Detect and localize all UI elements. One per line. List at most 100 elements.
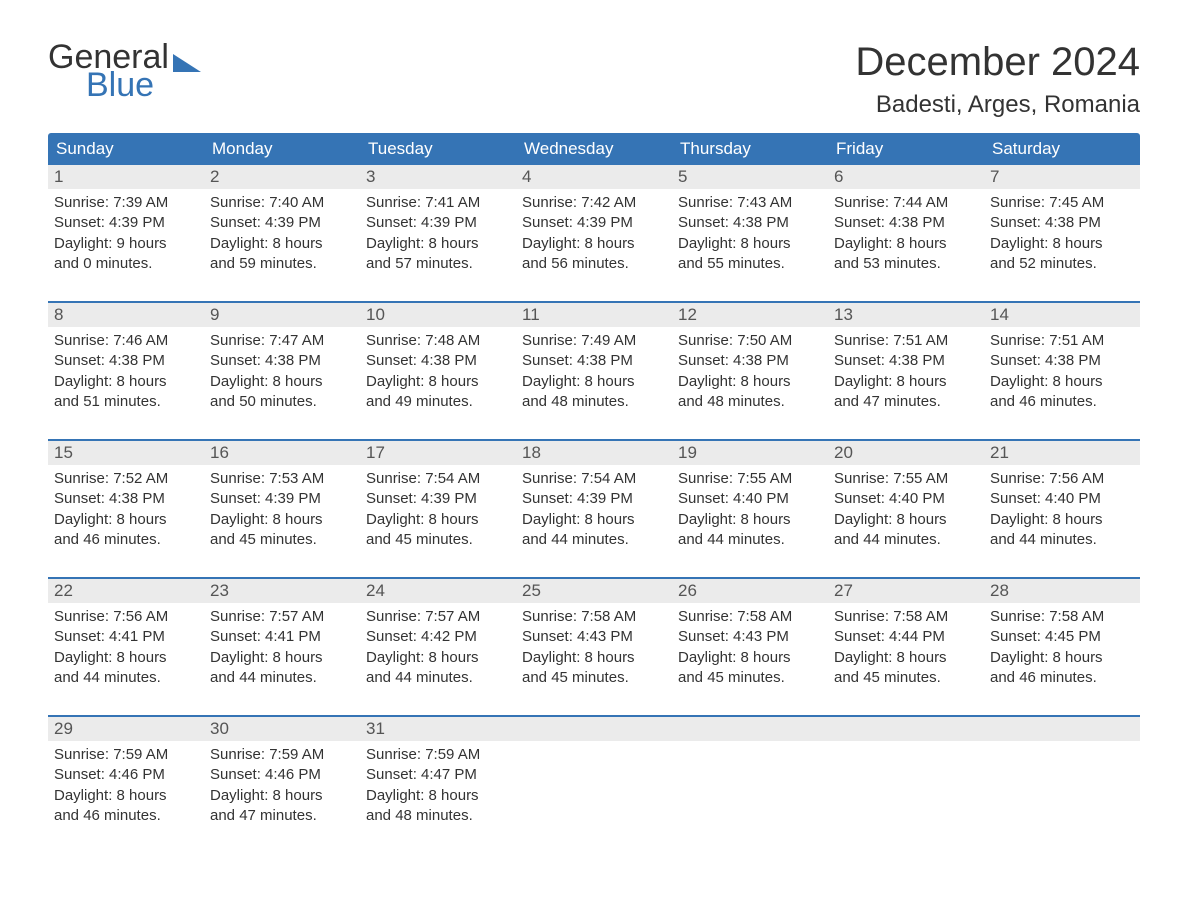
calendar-day: 9Sunrise: 7:47 AMSunset: 4:38 PMDaylight… bbox=[204, 303, 360, 423]
daylight-line1: Daylight: 8 hours bbox=[522, 648, 666, 668]
daylight-line1: Daylight: 8 hours bbox=[990, 648, 1134, 668]
calendar-day: 4Sunrise: 7:42 AMSunset: 4:39 PMDaylight… bbox=[516, 165, 672, 285]
weekday-header: Wednesday bbox=[516, 133, 672, 165]
sunrise-text: Sunrise: 7:58 AM bbox=[834, 607, 978, 627]
daylight-line1: Daylight: 8 hours bbox=[522, 372, 666, 392]
day-number: 5 bbox=[672, 165, 828, 189]
daylight-line1: Daylight: 8 hours bbox=[522, 510, 666, 530]
sunrise-text: Sunrise: 7:39 AM bbox=[54, 193, 198, 213]
calendar-day: 15Sunrise: 7:52 AMSunset: 4:38 PMDayligh… bbox=[48, 441, 204, 561]
daylight-line2: and 45 minutes. bbox=[522, 668, 666, 688]
day-details: Sunrise: 7:45 AMSunset: 4:38 PMDaylight:… bbox=[984, 189, 1140, 274]
day-details: Sunrise: 7:54 AMSunset: 4:39 PMDaylight:… bbox=[360, 465, 516, 550]
daylight-line2: and 52 minutes. bbox=[990, 254, 1134, 274]
sunset-text: Sunset: 4:38 PM bbox=[210, 351, 354, 371]
day-number: 24 bbox=[360, 579, 516, 603]
daylight-line2: and 47 minutes. bbox=[834, 392, 978, 412]
calendar-day: 10Sunrise: 7:48 AMSunset: 4:38 PMDayligh… bbox=[360, 303, 516, 423]
sunrise-text: Sunrise: 7:46 AM bbox=[54, 331, 198, 351]
calendar-week: 29Sunrise: 7:59 AMSunset: 4:46 PMDayligh… bbox=[48, 715, 1140, 837]
calendar-day: 29Sunrise: 7:59 AMSunset: 4:46 PMDayligh… bbox=[48, 717, 204, 837]
sunrise-text: Sunrise: 7:44 AM bbox=[834, 193, 978, 213]
daylight-line2: and 44 minutes. bbox=[990, 530, 1134, 550]
sunrise-text: Sunrise: 7:55 AM bbox=[678, 469, 822, 489]
sunset-text: Sunset: 4:46 PM bbox=[210, 765, 354, 785]
daylight-line1: Daylight: 8 hours bbox=[990, 372, 1134, 392]
daylight-line2: and 48 minutes. bbox=[522, 392, 666, 412]
day-number: 27 bbox=[828, 579, 984, 603]
daylight-line1: Daylight: 8 hours bbox=[678, 372, 822, 392]
sunset-text: Sunset: 4:38 PM bbox=[54, 351, 198, 371]
sunset-text: Sunset: 4:38 PM bbox=[834, 213, 978, 233]
day-number: 2 bbox=[204, 165, 360, 189]
day-details: Sunrise: 7:58 AMSunset: 4:44 PMDaylight:… bbox=[828, 603, 984, 688]
sunset-text: Sunset: 4:38 PM bbox=[678, 213, 822, 233]
day-number: 4 bbox=[516, 165, 672, 189]
day-number bbox=[984, 717, 1140, 741]
weekday-header: Tuesday bbox=[360, 133, 516, 165]
day-number: 15 bbox=[48, 441, 204, 465]
sunrise-text: Sunrise: 7:41 AM bbox=[366, 193, 510, 213]
day-details: Sunrise: 7:46 AMSunset: 4:38 PMDaylight:… bbox=[48, 327, 204, 412]
sunrise-text: Sunrise: 7:45 AM bbox=[990, 193, 1134, 213]
daylight-line2: and 59 minutes. bbox=[210, 254, 354, 274]
day-details: Sunrise: 7:54 AMSunset: 4:39 PMDaylight:… bbox=[516, 465, 672, 550]
sunset-text: Sunset: 4:39 PM bbox=[366, 213, 510, 233]
calendar-day: 17Sunrise: 7:54 AMSunset: 4:39 PMDayligh… bbox=[360, 441, 516, 561]
brand-logo: General Blue bbox=[48, 40, 201, 102]
sunrise-text: Sunrise: 7:55 AM bbox=[834, 469, 978, 489]
day-number: 14 bbox=[984, 303, 1140, 327]
sunset-text: Sunset: 4:40 PM bbox=[990, 489, 1134, 509]
day-number: 23 bbox=[204, 579, 360, 603]
sunset-text: Sunset: 4:45 PM bbox=[990, 627, 1134, 647]
sunrise-text: Sunrise: 7:59 AM bbox=[366, 745, 510, 765]
daylight-line1: Daylight: 8 hours bbox=[210, 786, 354, 806]
day-number: 20 bbox=[828, 441, 984, 465]
sunrise-text: Sunrise: 7:59 AM bbox=[210, 745, 354, 765]
daylight-line1: Daylight: 8 hours bbox=[522, 234, 666, 254]
location-text: Badesti, Arges, Romania bbox=[855, 91, 1140, 119]
daylight-line2: and 50 minutes. bbox=[210, 392, 354, 412]
day-number: 10 bbox=[360, 303, 516, 327]
sunrise-text: Sunrise: 7:58 AM bbox=[522, 607, 666, 627]
daylight-line1: Daylight: 8 hours bbox=[834, 510, 978, 530]
daylight-line1: Daylight: 8 hours bbox=[366, 786, 510, 806]
daylight-line2: and 45 minutes. bbox=[678, 668, 822, 688]
day-number: 18 bbox=[516, 441, 672, 465]
daylight-line2: and 0 minutes. bbox=[54, 254, 198, 274]
day-number: 29 bbox=[48, 717, 204, 741]
sunset-text: Sunset: 4:43 PM bbox=[678, 627, 822, 647]
sunset-text: Sunset: 4:41 PM bbox=[210, 627, 354, 647]
day-details: Sunrise: 7:47 AMSunset: 4:38 PMDaylight:… bbox=[204, 327, 360, 412]
day-number: 6 bbox=[828, 165, 984, 189]
day-number: 3 bbox=[360, 165, 516, 189]
calendar-day bbox=[672, 717, 828, 837]
sunset-text: Sunset: 4:38 PM bbox=[366, 351, 510, 371]
day-details: Sunrise: 7:59 AMSunset: 4:46 PMDaylight:… bbox=[204, 741, 360, 826]
day-number: 1 bbox=[48, 165, 204, 189]
day-number: 8 bbox=[48, 303, 204, 327]
sunset-text: Sunset: 4:38 PM bbox=[834, 351, 978, 371]
calendar-day: 25Sunrise: 7:58 AMSunset: 4:43 PMDayligh… bbox=[516, 579, 672, 699]
calendar-week: 15Sunrise: 7:52 AMSunset: 4:38 PMDayligh… bbox=[48, 439, 1140, 561]
day-details: Sunrise: 7:58 AMSunset: 4:45 PMDaylight:… bbox=[984, 603, 1140, 688]
calendar-day: 31Sunrise: 7:59 AMSunset: 4:47 PMDayligh… bbox=[360, 717, 516, 837]
weekday-header: Saturday bbox=[984, 133, 1140, 165]
sunset-text: Sunset: 4:39 PM bbox=[522, 489, 666, 509]
daylight-line1: Daylight: 8 hours bbox=[54, 648, 198, 668]
day-details: Sunrise: 7:59 AMSunset: 4:46 PMDaylight:… bbox=[48, 741, 204, 826]
calendar-day: 28Sunrise: 7:58 AMSunset: 4:45 PMDayligh… bbox=[984, 579, 1140, 699]
daylight-line2: and 46 minutes. bbox=[990, 392, 1134, 412]
sunrise-text: Sunrise: 7:58 AM bbox=[990, 607, 1134, 627]
weekday-header-row: SundayMondayTuesdayWednesdayThursdayFrid… bbox=[48, 133, 1140, 165]
calendar-day bbox=[828, 717, 984, 837]
daylight-line1: Daylight: 8 hours bbox=[678, 234, 822, 254]
daylight-line2: and 57 minutes. bbox=[366, 254, 510, 274]
daylight-line2: and 56 minutes. bbox=[522, 254, 666, 274]
calendar-day: 16Sunrise: 7:53 AMSunset: 4:39 PMDayligh… bbox=[204, 441, 360, 561]
day-details: Sunrise: 7:56 AMSunset: 4:40 PMDaylight:… bbox=[984, 465, 1140, 550]
calendar-day: 20Sunrise: 7:55 AMSunset: 4:40 PMDayligh… bbox=[828, 441, 984, 561]
calendar: SundayMondayTuesdayWednesdayThursdayFrid… bbox=[48, 133, 1140, 837]
weekday-header: Friday bbox=[828, 133, 984, 165]
sunrise-text: Sunrise: 7:56 AM bbox=[990, 469, 1134, 489]
